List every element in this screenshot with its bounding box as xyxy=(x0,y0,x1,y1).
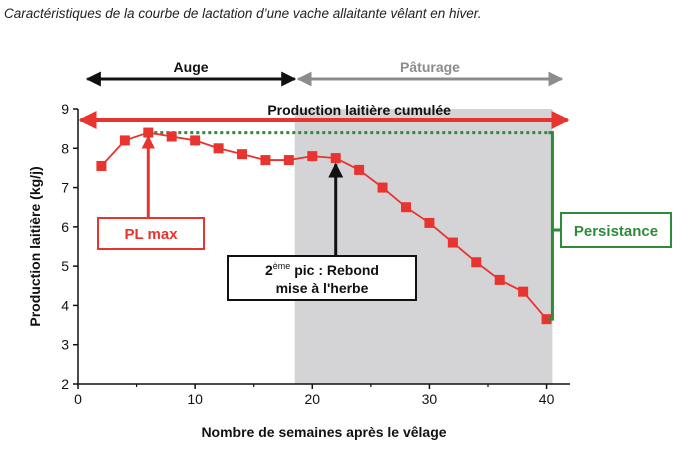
data-point xyxy=(424,217,435,228)
rebond-label-line1: 2ème pic : Rebond xyxy=(265,261,379,278)
data-point xyxy=(471,257,482,268)
y-tick-label: 3 xyxy=(61,337,69,353)
rebond-pic-text: pic : Rebond xyxy=(290,262,379,278)
x-tick-label: 20 xyxy=(304,391,320,407)
x-tick-label: 40 xyxy=(539,391,555,407)
lactation-markers xyxy=(96,127,552,325)
x-tick-label: 0 xyxy=(74,391,82,407)
pasture-shaded-area xyxy=(294,109,553,384)
y-axis-label: Production laitière (kg/j) xyxy=(27,166,43,326)
production-cumulee-label: Production laitière cumulée xyxy=(267,102,451,118)
pl-max-annotation: PL max xyxy=(97,135,205,250)
rebond-label-line2: mise à l'herbe xyxy=(276,280,369,296)
rebond-ordinal: 2 xyxy=(265,262,273,278)
data-point xyxy=(447,237,458,248)
y-tick-label: 5 xyxy=(61,258,69,274)
y-ticks: 2 3 4 5 6 7 8 9 xyxy=(61,101,78,392)
data-point xyxy=(283,155,294,166)
axes: 0 10 20 30 40 2 3 4 5 6 7 8 9 Nombre de semaines ap… xyxy=(27,101,570,440)
data-point xyxy=(213,143,224,154)
pl-max-label: PL max xyxy=(124,226,178,243)
data-point xyxy=(166,131,177,142)
data-point xyxy=(96,160,107,171)
x-axis-label: Nombre de semaines après le vêlage xyxy=(201,424,446,440)
data-point xyxy=(377,182,388,193)
persistance-box xyxy=(560,212,672,248)
pl-max-box xyxy=(97,217,205,250)
y-tick-label: 6 xyxy=(61,219,69,235)
data-point xyxy=(518,286,529,297)
rebond-box xyxy=(227,255,417,301)
x-tick-label: 30 xyxy=(422,391,438,407)
y-tick-label: 8 xyxy=(61,140,69,156)
x-tick-label: 10 xyxy=(187,391,203,407)
y-tick-label: 7 xyxy=(61,180,69,196)
data-point xyxy=(119,135,130,146)
data-point xyxy=(354,164,365,175)
data-point xyxy=(307,151,318,162)
persistance-bracket xyxy=(548,131,561,321)
data-point xyxy=(143,127,154,138)
data-point xyxy=(401,202,411,213)
persistance-label: Persistance xyxy=(574,223,658,240)
data-point xyxy=(494,274,505,285)
rebond-ordinal-sup: ème xyxy=(273,261,291,271)
period-arrows: Auge Pâturage Production laitière cumulé… xyxy=(78,59,570,129)
y-tick-label: 9 xyxy=(61,101,69,117)
data-point xyxy=(190,135,201,146)
auge-label: Auge xyxy=(174,59,209,75)
x-ticks: 0 10 20 30 40 xyxy=(74,384,555,407)
y-tick-label: 4 xyxy=(61,297,69,313)
figure-caption: Caractéristiques de la courbe de lactati… xyxy=(4,6,482,21)
persistance-annotation: Persistance xyxy=(548,131,672,321)
data-point xyxy=(541,314,552,325)
data-point xyxy=(237,149,247,160)
data-point xyxy=(330,153,341,164)
rebond-annotation: 2ème pic : Rebond mise à l'herbe xyxy=(227,162,417,301)
paturage-label: Pâturage xyxy=(400,59,460,75)
y-tick-label: 2 xyxy=(61,376,69,392)
data-point xyxy=(260,155,271,166)
